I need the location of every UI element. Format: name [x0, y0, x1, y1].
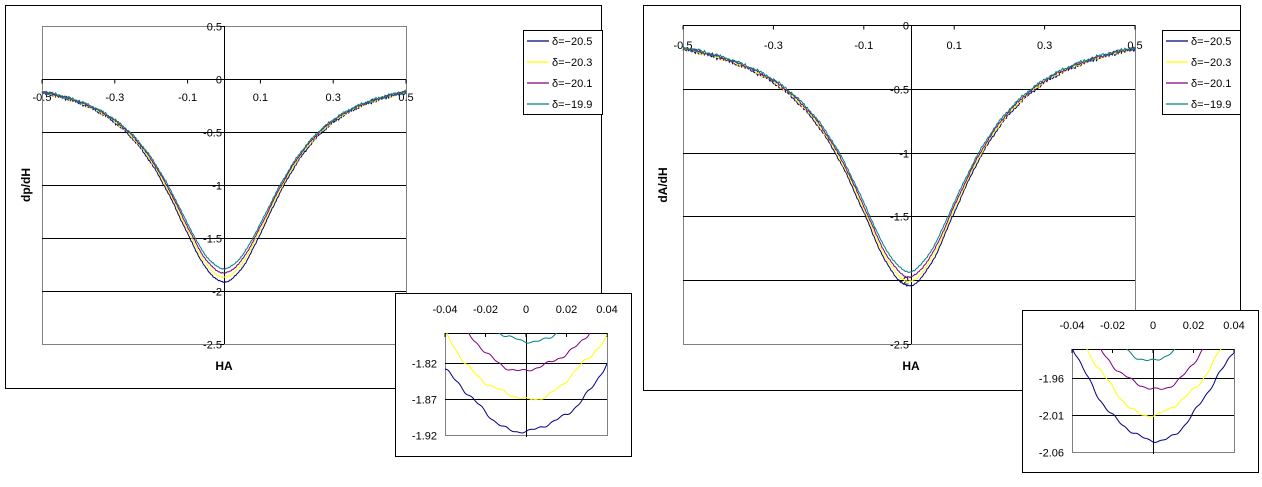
inset-y-tick-label: -1.92: [412, 431, 437, 443]
y-tick-label: 0: [216, 75, 222, 87]
inset-y-tick-label: -2.01: [1039, 411, 1064, 423]
inset-series-line-4: [497, 333, 558, 344]
legend-label: δ=−20.1: [552, 78, 592, 90]
x-tick-label: 0.5: [398, 92, 413, 104]
x-tick-label: -0.1: [854, 40, 873, 52]
inset-series-line-3: [467, 333, 591, 372]
legend-box: [1162, 30, 1241, 115]
legend-label: δ=−20.5: [552, 36, 592, 48]
y-tick-label: -1.5: [890, 212, 909, 224]
y-tick-label: 0: [903, 21, 909, 33]
inset-y-tick-label: -1.87: [412, 395, 437, 407]
x-tick-label: 0.3: [1037, 40, 1052, 52]
inset-x-tick-label: 0: [523, 304, 529, 316]
x-tick-label: 0.1: [947, 40, 962, 52]
inset-chart: -1.82 -1.87 -1.92 -0.04 -0.02 0 0.02 0.04: [395, 293, 632, 457]
legend: δ=−20.5 δ=−20.3 δ=−20.1 δ=−19.9: [523, 30, 603, 115]
inset-x-tick-label: -0.02: [473, 304, 498, 316]
inset-y-tick-label: -1.82: [412, 359, 437, 371]
y-tick-label: -2: [212, 287, 222, 299]
y-tick-label: -1: [899, 149, 909, 161]
series-line-4: [41, 90, 407, 270]
x-tick-label: -0.1: [178, 92, 197, 104]
inset-y-tick-label: -1.96: [1039, 374, 1064, 386]
x-tick-label: -0.3: [764, 40, 783, 52]
inset-x-tick-label: -0.04: [432, 304, 457, 316]
inset-series-line-1: [445, 363, 607, 434]
inset-x-tick-label: 0.02: [556, 304, 577, 316]
chart-1: 0.5 0 -0.5 -1 -1.5 -2 -2.5 -0.5 -0.3 -0.1 0.1 0.3 0.…: [5, 5, 632, 457]
x-tick-label: 0.3: [326, 92, 341, 104]
legend-box: [523, 30, 603, 115]
inset-series-line-3: [1100, 349, 1204, 390]
legend-label: δ=−20.1: [1191, 78, 1231, 90]
y-tick-label: 0.5: [207, 22, 222, 34]
y-tick-label: -0.5: [890, 85, 909, 97]
inset-x-tick-label: 0.04: [596, 304, 617, 316]
x-axis-title: HA: [902, 359, 920, 373]
legend-label: δ=−20.5: [1191, 36, 1231, 48]
inset-series-line-4: [1125, 349, 1176, 362]
inset-series: [445, 333, 607, 434]
x-tick-label: -0.5: [33, 92, 52, 104]
legend-label: δ=−19.9: [552, 99, 592, 111]
y-tick-label: -2.5: [203, 340, 222, 352]
x-axis-title: HA: [215, 359, 233, 373]
inset-series-line-2: [1086, 349, 1222, 418]
inset-x-tick-label: -0.04: [1059, 320, 1084, 332]
inset-series-line-2: [446, 333, 607, 401]
legend-label: δ=−19.9: [1191, 99, 1231, 111]
inset-x-tick-label: 0: [1150, 320, 1156, 332]
legend-label: δ=−20.3: [552, 57, 592, 69]
x-tick-label: 0.1: [253, 92, 268, 104]
y-tick-label: -1: [212, 181, 222, 193]
y-tick-label: -1.5: [203, 234, 222, 246]
y-tick-label: -2: [899, 276, 909, 288]
inset-series: [1072, 349, 1234, 444]
y-axis-title: dp/dH: [19, 168, 33, 202]
inset-x-tick-label: 0.02: [1183, 320, 1204, 332]
series-line-4: [682, 45, 1136, 274]
x-tick-label: -0.3: [105, 92, 124, 104]
inset-series-line-1: [1072, 349, 1234, 444]
inset-y-tick-label: -2.06: [1039, 448, 1064, 460]
inset-chart: -1.96 -2.01 -2.06 -0.04 -0.02 0 0.02 0.04: [1022, 310, 1259, 473]
legend: δ=−20.5 δ=−20.3 δ=−20.1 δ=−19.9: [1162, 30, 1241, 115]
y-axis-title: dA/dH: [656, 167, 670, 202]
y-tick-label: -2.5: [890, 340, 909, 352]
inset-x-tick-label: 0.04: [1223, 320, 1244, 332]
legend-label: δ=−20.3: [1191, 57, 1231, 69]
chart-2: 0-0.5-1-1.5-2-2.5-0.5 -0.3 -0.1 0.1 0.3 0.5HA…: [643, 5, 1259, 473]
y-tick-label: -0.5: [203, 128, 222, 140]
inset-x-tick-label: -0.02: [1100, 320, 1125, 332]
